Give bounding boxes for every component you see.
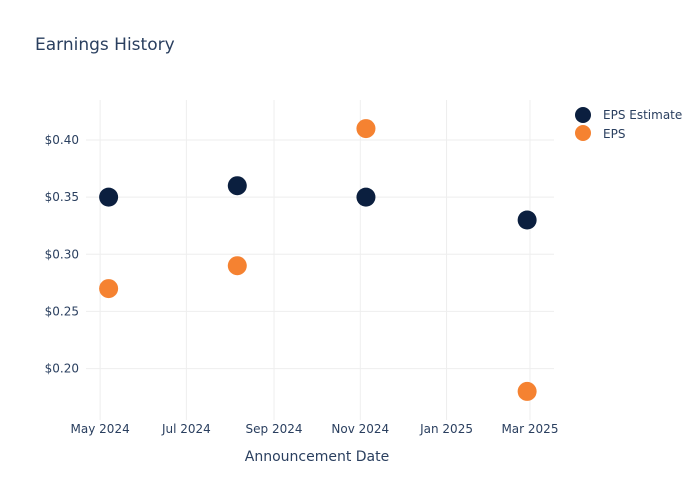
point-eps[interactable] xyxy=(517,381,537,401)
x-tick-label: May 2024 xyxy=(71,422,130,436)
point-eps[interactable] xyxy=(227,256,247,276)
legend: EPS Estimate EPS xyxy=(575,107,682,141)
y-tick-label: $0.40 xyxy=(45,133,79,147)
y-tick-label: $0.35 xyxy=(45,190,79,204)
chart-title: Earnings History xyxy=(35,35,175,55)
point-eps-estimate[interactable] xyxy=(517,210,537,230)
x-tick-label: Mar 2025 xyxy=(501,422,558,436)
x-tick-label: Jan 2025 xyxy=(419,422,473,436)
point-eps-estimate[interactable] xyxy=(227,176,247,196)
point-eps[interactable] xyxy=(356,119,376,139)
grid-layer xyxy=(86,100,554,420)
y-tick-label: $0.20 xyxy=(45,362,79,376)
points-layer xyxy=(99,119,537,401)
legend-label-eps[interactable]: EPS xyxy=(603,127,625,141)
x-axis-title: Announcement Date xyxy=(245,449,389,465)
x-tick-label: Nov 2024 xyxy=(331,422,389,436)
ticks-layer: May 2024 Jul 2024 Sep 2024 Nov 2024 Jan 2025… xyxy=(45,133,559,436)
point-eps-estimate[interactable] xyxy=(99,187,119,207)
y-tick-label: $0.30 xyxy=(45,247,79,261)
x-tick-label: Jul 2024 xyxy=(161,422,211,436)
point-eps-estimate[interactable] xyxy=(356,187,376,207)
point-eps[interactable] xyxy=(99,279,119,299)
legend-label-eps-estimate[interactable]: EPS Estimate xyxy=(603,108,682,122)
legend-marker-eps-estimate[interactable] xyxy=(575,107,591,123)
y-tick-label: $0.25 xyxy=(45,304,79,318)
x-tick-label: Sep 2024 xyxy=(246,422,303,436)
legend-marker-eps[interactable] xyxy=(575,125,591,141)
